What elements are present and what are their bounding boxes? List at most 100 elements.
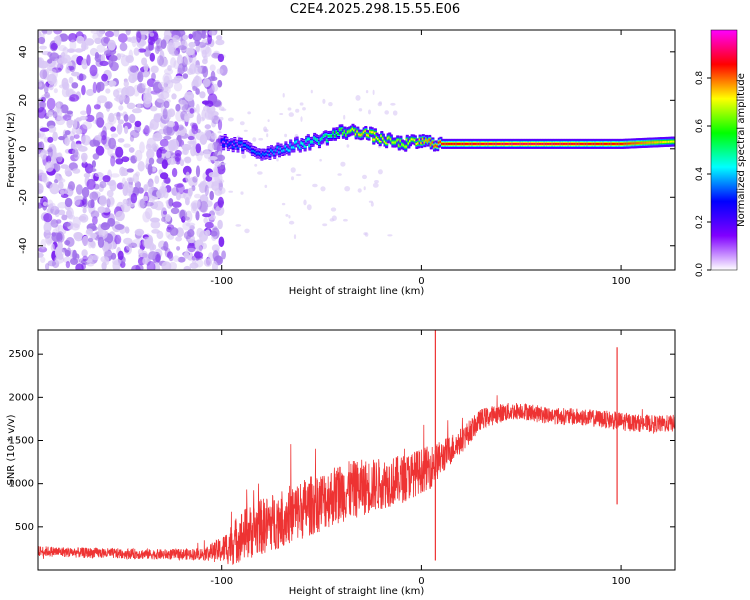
noise-blob <box>38 183 44 195</box>
ridge-cell <box>254 150 258 153</box>
ridge-cell <box>466 142 470 145</box>
noise-blob <box>182 147 189 156</box>
noise-blob <box>81 85 86 96</box>
noise-blob <box>53 30 63 35</box>
noise-blob <box>143 201 154 207</box>
noise-blob <box>204 109 214 119</box>
noise-blob <box>100 222 111 231</box>
ridge-cell <box>349 129 353 132</box>
ridge-cell <box>359 134 363 137</box>
ridge-cell <box>369 130 373 133</box>
ridge-cell <box>365 133 369 136</box>
noise-blob <box>94 52 100 59</box>
noise-blob <box>90 210 100 219</box>
ridge-cell <box>265 152 269 155</box>
ridge-cell <box>517 142 521 145</box>
noise-blob <box>162 210 167 215</box>
noise-blob <box>100 54 106 63</box>
noise-blob <box>170 207 180 215</box>
ridge-cell <box>295 140 299 143</box>
ridge-cell <box>407 142 411 145</box>
noise-blob <box>55 117 66 126</box>
noise-blob <box>68 33 78 43</box>
noise-blob <box>209 64 216 72</box>
ridge-cell <box>476 142 480 145</box>
noise-blob <box>167 65 172 72</box>
ridge-cell <box>409 140 412 143</box>
ridge-cell <box>650 141 654 144</box>
noise-blob <box>86 228 93 235</box>
ridge-cell <box>527 142 531 145</box>
noise-blob <box>48 68 57 74</box>
noise-blob <box>75 184 83 195</box>
noise-blob <box>208 30 216 36</box>
noise-blob <box>47 136 54 143</box>
ridge-cell <box>560 142 564 145</box>
noise-blob <box>170 57 177 68</box>
noise-blob <box>42 201 48 207</box>
noise-blob <box>217 79 223 88</box>
ridge-cell <box>477 142 481 145</box>
ridge-cell <box>492 142 496 145</box>
noise-blob <box>128 147 135 153</box>
ridge-cell <box>310 140 313 143</box>
ridge-cell <box>252 150 256 153</box>
ridge-cell <box>546 142 550 145</box>
noise-blob <box>125 55 134 63</box>
noise-blob <box>252 137 257 142</box>
noise-blob <box>201 49 207 59</box>
ridge-cell <box>587 142 591 145</box>
noise-blob <box>330 207 337 212</box>
noise-blob <box>105 88 111 94</box>
noise-blob <box>158 57 169 68</box>
noise-blob <box>107 115 117 125</box>
noise-blob <box>82 121 93 130</box>
noise-blob <box>365 90 369 94</box>
ridge-cell <box>313 136 317 139</box>
noise-blob <box>168 198 174 207</box>
ridge-cell <box>485 142 489 145</box>
ridge-cell <box>225 140 229 143</box>
noise-blob <box>157 81 168 90</box>
noise-blob <box>175 192 182 201</box>
y-tick-label: -20 <box>18 189 29 205</box>
noise-blob <box>86 88 95 97</box>
noise-blob <box>174 149 182 157</box>
noise-blob <box>183 54 193 65</box>
ridge-cell <box>436 145 440 148</box>
ridge-cell <box>429 143 433 146</box>
ridge-cell <box>541 142 545 145</box>
ridge-cell <box>618 142 622 145</box>
noise-blob <box>217 179 225 184</box>
noise-blob <box>374 180 379 184</box>
ridge-cell <box>508 142 512 145</box>
ridge-cell <box>231 146 235 149</box>
noise-blob <box>154 45 160 55</box>
noise-blob <box>80 152 88 162</box>
colorbar <box>710 29 738 271</box>
ridge-cell <box>404 145 408 148</box>
noise-blob <box>322 223 328 227</box>
noise-blob <box>75 128 82 135</box>
noise-blob <box>43 82 49 94</box>
noise-blob <box>73 143 78 150</box>
ridge-cell <box>389 138 393 141</box>
noise-blob <box>126 102 136 110</box>
noise-blob <box>76 35 85 44</box>
ridge-cell <box>493 142 497 145</box>
ridge-cell <box>474 142 478 145</box>
noise-blob <box>178 99 188 111</box>
ridge-cell <box>583 142 587 145</box>
noise-blob <box>66 119 75 126</box>
ridge-cell <box>528 142 532 145</box>
ridge-cell <box>345 133 349 136</box>
noise-blob <box>87 199 95 209</box>
ridge-cell <box>399 139 403 142</box>
ridge-cell <box>391 141 395 144</box>
noise-blob <box>287 107 292 111</box>
ridge-cell <box>292 146 296 149</box>
noise-blob <box>116 111 121 121</box>
ridge-cell <box>327 135 331 137</box>
noise-blob <box>71 71 80 77</box>
noise-blob <box>163 75 170 85</box>
